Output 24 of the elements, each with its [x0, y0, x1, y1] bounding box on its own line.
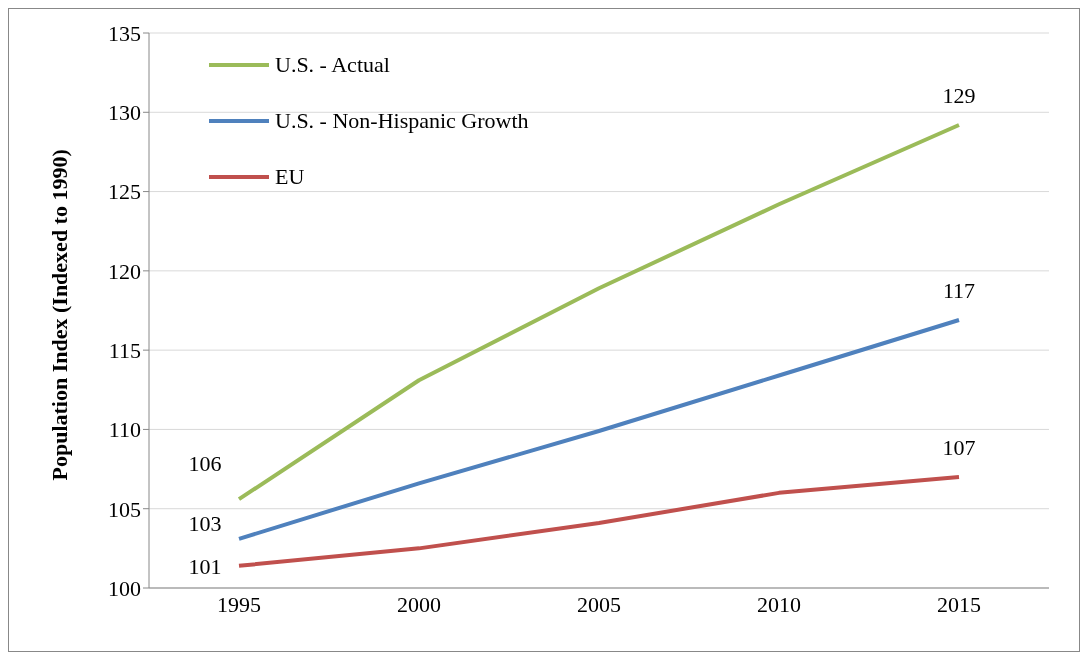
y-tick-label: 120 [108, 258, 141, 284]
x-tick-label: 2005 [577, 591, 621, 617]
x-tick-label: 2010 [757, 591, 801, 617]
y-tick-label: 125 [108, 179, 141, 205]
data-label: 117 [942, 278, 976, 304]
legend-label: EU [275, 164, 305, 190]
data-label: 103 [188, 510, 222, 536]
data-label: 106 [188, 451, 222, 477]
data-label: 107 [942, 435, 976, 460]
y-tick-label: 100 [108, 575, 141, 601]
y-tick-label: 135 [108, 20, 141, 46]
y-tick-label: 115 [108, 337, 141, 363]
y-tick-label: 130 [108, 100, 141, 126]
legend-label: U.S. - Actual [275, 52, 390, 78]
x-tick-label: 2015 [937, 591, 981, 617]
x-tick-label: 1995 [217, 591, 261, 617]
line-series [237, 475, 961, 568]
x-tick-label: 2000 [397, 591, 441, 617]
data-label: 129 [942, 82, 976, 108]
y-axis-title: Population Index (Indexed to 1990) [46, 149, 72, 481]
legend-label: U.S. - Non-Hispanic Growth [275, 108, 529, 134]
data-label: 101 [188, 553, 222, 579]
y-tick-label: 105 [108, 496, 141, 522]
y-tick-label: 110 [108, 417, 141, 443]
